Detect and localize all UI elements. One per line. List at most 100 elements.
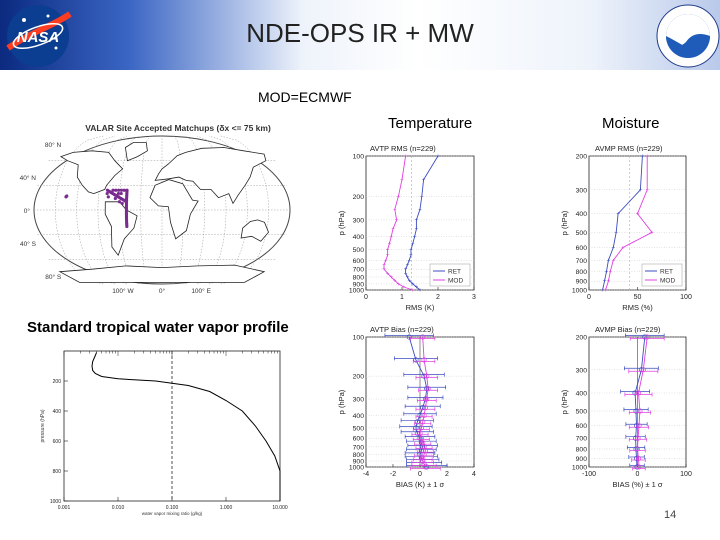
chart-point: + [393, 207, 397, 213]
chart-y-axis-label: pressure (hPa) [40, 409, 46, 442]
chart-point [420, 419, 426, 425]
chart-y-tick-label: 1000 [50, 499, 61, 505]
chart-x-tick-label: 0 [636, 471, 640, 478]
chart-point [424, 396, 430, 402]
chart-point: + [616, 212, 620, 218]
chart-point [640, 367, 646, 373]
chart-y-tick-label: 600 [353, 258, 365, 265]
chart-point [422, 464, 428, 470]
chart-y-tick-label: 800 [353, 452, 365, 459]
chart-title: AVMP Bias (n=229) [595, 325, 661, 334]
chart-y-tick-label: 1000 [349, 288, 364, 295]
chart-point: + [386, 271, 390, 277]
chart-y-tick-label: 700 [576, 258, 588, 265]
chart-point: + [604, 288, 608, 294]
chart-legend-label: MOD [660, 278, 675, 285]
chart-point: + [391, 227, 395, 233]
chart-point [633, 446, 639, 452]
chart-y-tick-label: 400 [53, 409, 62, 415]
chart-point: + [407, 258, 411, 264]
chart-y-tick-label: 300 [576, 367, 588, 374]
chart-3: AVTP Bias (n=229) 100 200 300 400 500 60070080… [337, 325, 476, 489]
chart-point: + [418, 207, 422, 213]
chart-point [420, 405, 426, 411]
chart-point: + [404, 267, 408, 273]
chart-point [417, 435, 423, 441]
chart-point: + [386, 253, 390, 259]
chart-point: + [404, 271, 408, 277]
chart-point [421, 373, 427, 379]
chart-point [420, 455, 426, 461]
chart-x-axis-label: water vapor mixing ratio (g/kg) [142, 511, 203, 516]
noaa-logo-text: NOAA [673, 22, 702, 33]
chart-series-line-ret [408, 336, 428, 468]
chart-point: + [420, 194, 424, 200]
chart-point: + [402, 285, 406, 291]
chart-title: AVTP RMS (n=229) [370, 144, 436, 153]
chart-x-tick-label: 2 [436, 294, 440, 301]
chart-point [635, 455, 642, 462]
chart-point [637, 408, 643, 414]
chart-y-tick-label: 300 [353, 397, 365, 404]
chart-point: + [415, 285, 419, 291]
chart-point: + [603, 279, 607, 285]
chart-point: + [397, 282, 401, 288]
chart-point: + [601, 288, 605, 294]
chart-point [425, 386, 431, 392]
chart-y-tick-label: 700 [353, 267, 365, 274]
chart-point [636, 464, 642, 470]
chart-point [422, 405, 428, 411]
chart-point [424, 386, 430, 392]
chart-y-tick-label: 900 [576, 279, 588, 286]
chart-x-axis-label: BIAS (%) ± 1 σ [612, 480, 662, 489]
chart-point [421, 412, 427, 418]
chart-x-tick-label: 1.000 [220, 505, 233, 511]
chart-y-tick-label: 1000 [572, 465, 587, 472]
chart-point [421, 357, 427, 363]
chart-point: + [607, 279, 611, 285]
chart-point [635, 390, 642, 396]
chart-legend-label: RET [448, 269, 461, 276]
chart-profile-line [91, 352, 281, 501]
header-band: NASA NOAA [0, 0, 720, 70]
chart-y-tick-label: 600 [353, 436, 365, 443]
moisture-label: Moisture [602, 115, 660, 132]
chart-2: AVMP RMS (n=229)200300400500600700800900… [560, 144, 692, 312]
chart-point: + [636, 212, 640, 218]
chart-point: + [409, 248, 413, 254]
chart-point: + [645, 154, 649, 160]
chart-x-tick-label: 2 [445, 471, 449, 478]
chart-point: + [406, 275, 410, 281]
chart-y-tick-label: 300 [576, 187, 588, 194]
chart-point: + [609, 269, 613, 275]
temperature-label: Temperature [388, 115, 473, 132]
chart-x-tick-label: 3 [472, 294, 476, 301]
chart-x-tick-label: 0 [418, 471, 422, 478]
chart-1: AVTP RMS (n=229) 100 200 300 400 500 600 700800… [337, 144, 476, 312]
chart-y-tick-label: 800 [576, 446, 588, 453]
chart-y-tick-label: 400 [576, 211, 588, 218]
chart-point: + [389, 235, 393, 241]
chart-y-tick-label: 200 [353, 194, 365, 201]
chart-y-tick-label: 800 [353, 275, 365, 282]
chart-point [413, 357, 419, 363]
chart-point: + [650, 230, 654, 236]
page-number: 14 [664, 509, 677, 521]
chart-series-line-mod [637, 336, 648, 468]
chart-y-tick-label: 100 [353, 335, 365, 342]
chart-point [421, 461, 427, 467]
chart-y-tick-label: 700 [353, 444, 365, 451]
chart-y-tick-label: 700 [576, 436, 588, 443]
chart-point: + [415, 227, 419, 233]
chart-y-tick-label: 200 [576, 335, 588, 342]
chart-point: + [422, 178, 426, 184]
chart-series-line-ret [602, 155, 643, 291]
chart-point: + [621, 245, 625, 251]
chart-point: + [611, 258, 615, 264]
noaa-logo: NOAA [656, 4, 720, 68]
chart-x-tick-label: 10.000 [272, 505, 288, 511]
chart-point: + [382, 263, 386, 269]
chart-point [420, 334, 426, 340]
chart-point [418, 435, 424, 441]
chart-point [633, 408, 639, 414]
